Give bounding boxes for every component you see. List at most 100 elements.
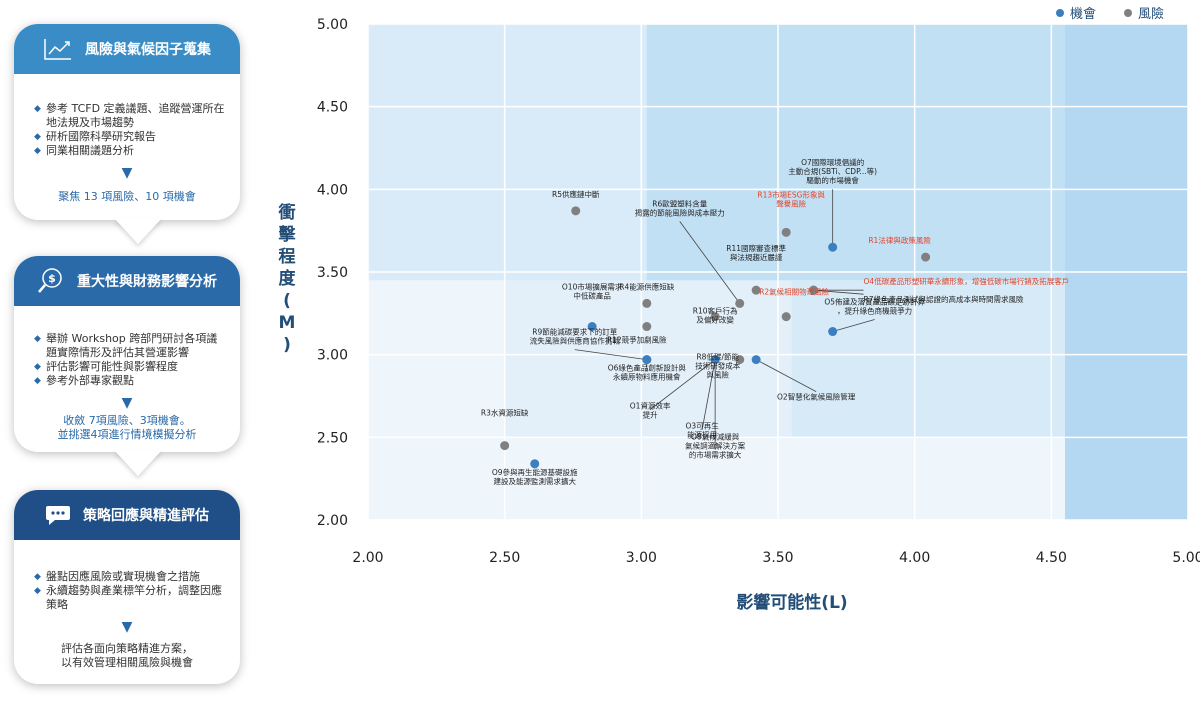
leader-line xyxy=(701,359,716,430)
legend-marker xyxy=(1124,9,1132,17)
x-tick-label: 2.00 xyxy=(352,550,383,566)
point-label: O3可再生能源採用 xyxy=(686,421,720,440)
point-label: R10客戶行為及偏好改變 xyxy=(693,306,738,325)
point-label: O5佈建及落實產品碳足跡計算，提升綠色商機競爭力 xyxy=(824,297,925,316)
leader-line xyxy=(755,359,817,392)
point-marker xyxy=(735,355,745,365)
money-search-icon: $ xyxy=(38,268,62,293)
step-result: 聚焦 13 項風險、10 項機會 xyxy=(58,190,196,203)
step-title: 風險與氣候因子蒐集 xyxy=(85,42,211,58)
point-label: O8氣候減緩與氣候調適解決方案的市場需求擴大 xyxy=(685,432,745,460)
bullet-item: 參考 TCFD 定義議題、追蹤營運所在地法規及市場趨勢 xyxy=(34,102,226,130)
point-label: O7國際環境倡議的主動合規(SBTi、CDP...等)驅動的市場機會 xyxy=(788,157,877,185)
step-header: 策略回應與精進評估 xyxy=(14,490,240,540)
point-marker xyxy=(642,322,652,332)
y-tick-label: 2.50 xyxy=(317,430,348,446)
legend-label: 機會 xyxy=(1070,7,1096,22)
y-tick-label: 3.50 xyxy=(317,265,348,281)
step-card-tail xyxy=(114,450,162,476)
gridlines xyxy=(367,23,1189,521)
point-marker xyxy=(751,285,761,295)
y-tick-label: 5.00 xyxy=(317,17,348,33)
point-marker xyxy=(500,441,510,451)
point-label: R5供應鏈中斷 xyxy=(552,189,600,199)
data-labels: O7國際環境倡議的主動合規(SBTi、CDP...等)驅動的市場機會 R13市場E… xyxy=(481,157,1069,486)
point-label: R7綠色產品測試與認證的高成本與時間需求風險 xyxy=(864,294,1024,304)
step-result: 收斂 7項風險、3項機會。 並挑選4項進行情境模擬分析 xyxy=(57,414,197,441)
point-label: O9參與再生能源基礎設施建設及能源監測需求擴大 xyxy=(492,467,578,486)
point-marker xyxy=(710,355,720,365)
step-header: 風險與氣候因子蒐集 xyxy=(14,24,240,74)
point-label: R6歐盟塑料含量揭露的節能風險與成本壓力 xyxy=(635,198,725,217)
trend-chart-icon xyxy=(44,39,71,60)
point-marker xyxy=(587,322,597,332)
point-label: R9節能減碳要求下的訂單流失風險與供應商協作挑戰 xyxy=(530,327,620,346)
chat-bubble-icon xyxy=(46,506,70,525)
point-marker xyxy=(710,312,720,322)
bullet-item: 同業相關議題分析 xyxy=(34,144,226,158)
y-axis-title-char: 程 xyxy=(279,247,296,267)
svg-text:$: $ xyxy=(48,272,56,285)
down-arrow-icon: ▼ xyxy=(121,619,133,635)
point-marker xyxy=(781,227,791,237)
y-axis-title-char: 度 xyxy=(279,268,297,289)
y-axis-title-char: 擊 xyxy=(279,224,297,245)
leader-line xyxy=(679,221,741,304)
leader-line xyxy=(649,359,716,410)
x-tick-label: 4.50 xyxy=(1036,550,1067,566)
point-label: R13市場ESG形象與聲譽風險 xyxy=(757,189,825,208)
x-axis-ticks: 2.00 2.50 3.00 3.50 4.00 4.50 5.00 xyxy=(352,550,1200,566)
point-marker xyxy=(642,355,652,365)
point-marker xyxy=(735,298,745,308)
step-card-tail xyxy=(114,218,162,244)
bullet-item: 參考外部專家觀點 xyxy=(34,374,226,388)
y-axis-title-char: 衝 xyxy=(278,202,296,223)
x-tick-label: 2.50 xyxy=(489,550,520,566)
point-marker xyxy=(809,285,819,295)
y-tick-label: 3.00 xyxy=(317,348,348,364)
point-label: R8低碳/節能技術研發成本與風險 xyxy=(695,352,740,380)
step-bullets: 參考 TCFD 定義議題、追蹤營運所在地法規及市場趨勢 研析國際科學研究報告 同… xyxy=(34,102,226,158)
bullet-item: 盤點因應風險或實現機會之措施 xyxy=(34,570,226,584)
legend: 機會 風險 xyxy=(1056,7,1164,22)
point-label: R4能源供應短缺 xyxy=(619,281,674,291)
leader-line xyxy=(813,289,864,295)
point-marker xyxy=(642,298,652,308)
step-title: 重大性與財務影響分析 xyxy=(77,274,217,290)
down-arrow-icon: ▼ xyxy=(121,395,133,411)
step-title: 策略回應與精進評估 xyxy=(83,508,209,524)
point-label: O6綠色產品創新設計與永續原物料應用機會 xyxy=(608,363,687,382)
bullet-item: 研析國際科學研究報告 xyxy=(34,130,226,144)
point-label: O4低碳產品形塑研華永續形象，增強低碳市場行銷及拓展客戶 xyxy=(864,276,1070,286)
point-marker xyxy=(828,242,838,252)
y-axis-ticks: 2.00 2.50 3.00 3.50 4.00 4.50 5.00 xyxy=(317,17,348,529)
point-label: R12競爭加劇風險 xyxy=(607,335,667,345)
data-points xyxy=(500,206,931,469)
step-header: $ 重大性與財務影響分析 xyxy=(14,256,240,306)
y-tick-label: 4.50 xyxy=(317,100,348,116)
point-marker xyxy=(921,252,931,262)
leader-line xyxy=(574,349,647,361)
point-marker xyxy=(751,355,761,365)
y-tick-label: 2.00 xyxy=(317,513,348,529)
point-label: R11國際審查標準與法規趨近嚴謹 xyxy=(726,243,786,262)
x-tick-label: 4.00 xyxy=(899,550,930,566)
legend-marker xyxy=(1056,9,1064,17)
point-label: R3水資源短缺 xyxy=(481,408,529,418)
legend-label: 風險 xyxy=(1138,7,1164,22)
y-axis-title-char: M xyxy=(279,313,296,333)
x-tick-label: 3.00 xyxy=(626,550,657,566)
step-bullets: 舉辦 Workshop 跨部門研討各項議題實際情形及評估其營運影響 評估影響可能… xyxy=(34,332,226,388)
point-label: O1資源效率提升 xyxy=(630,401,671,420)
bullet-item: 永續趨勢與產業標竿分析，調整因應策略 xyxy=(34,584,226,612)
point-marker xyxy=(530,459,540,469)
y-axis-title-char: ) xyxy=(283,335,291,355)
down-arrow-icon: ▼ xyxy=(121,165,133,181)
bullet-item: 舉辦 Workshop 跨部門研討各項議題實際情形及評估其營運影響 xyxy=(34,332,226,360)
point-label: R1法律與政策風險 xyxy=(868,235,931,245)
step-result: 評估各面向策略精進方案， 以有效管理相關風險與機會 xyxy=(61,642,193,669)
x-tick-label: 3.50 xyxy=(762,550,793,566)
label-leader-lines xyxy=(574,189,875,450)
bullet-item: 評估影響可能性與影響程度 xyxy=(34,360,226,374)
